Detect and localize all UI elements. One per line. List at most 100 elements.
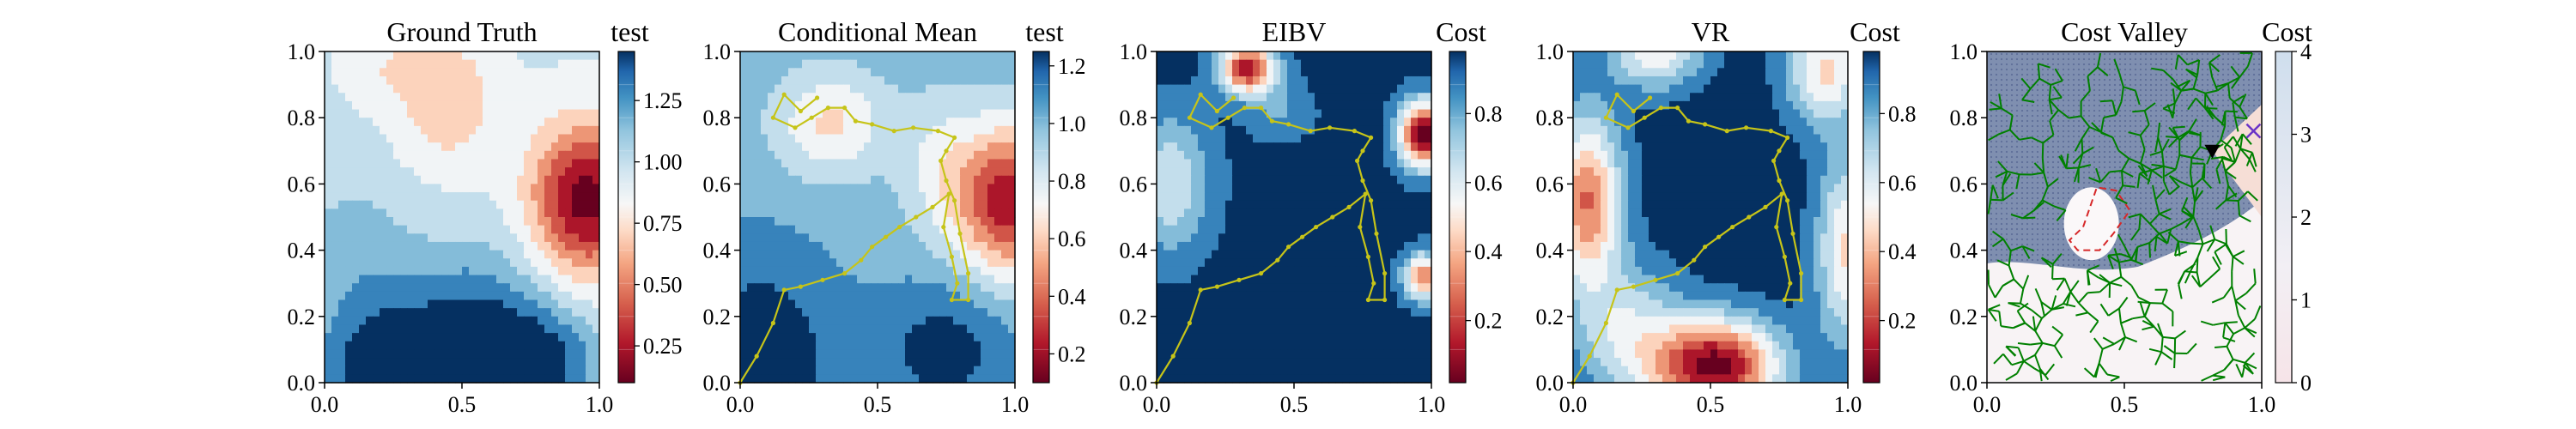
ground-truth-cell xyxy=(510,324,518,334)
eibv-cell xyxy=(1397,192,1405,202)
ground-truth-cell xyxy=(400,349,408,359)
conditional-mean-cell xyxy=(864,84,872,94)
eibv-cell xyxy=(1170,233,1178,243)
ground-truth-cell xyxy=(586,76,593,86)
conditional-mean-cell xyxy=(933,134,940,143)
eibv-cell xyxy=(1198,93,1206,102)
ground-truth-cell xyxy=(407,316,415,326)
conditional-mean-cell xyxy=(761,167,769,177)
eibv-cell xyxy=(1280,150,1288,160)
eibv-cell xyxy=(1335,299,1343,309)
eibv-cell xyxy=(1363,208,1370,218)
conditional-mean-cell xyxy=(905,51,913,61)
conditional-mean-cell xyxy=(836,134,844,143)
conditional-mean-cell xyxy=(775,125,782,136)
ground-truth-cell xyxy=(531,68,538,77)
ground-truth-cell xyxy=(373,51,380,61)
ground-truth-cell xyxy=(352,150,360,160)
ground-truth-cell xyxy=(565,142,573,152)
eibv-cell xyxy=(1170,84,1178,94)
eibv-cell xyxy=(1308,349,1315,359)
conditional-mean-cell xyxy=(802,333,810,342)
eibv-cell xyxy=(1301,192,1309,202)
ground-truth-cell xyxy=(483,93,490,102)
ground-truth-cell xyxy=(380,233,387,243)
eibv-cell xyxy=(1170,217,1178,227)
eibv-cell xyxy=(1184,184,1192,193)
conditional-mean-cell xyxy=(946,142,954,152)
eibv-cell xyxy=(1390,225,1398,234)
conditional-mean-cell xyxy=(871,275,878,284)
conditional-mean-cell xyxy=(946,134,954,143)
conditional-mean-cell xyxy=(871,266,878,276)
conditional-mean-cell xyxy=(926,308,933,317)
ground-truth-cell xyxy=(538,333,545,342)
eibv-cell xyxy=(1225,59,1233,69)
conditional-mean-cell xyxy=(891,192,899,202)
ground-truth-cell xyxy=(476,250,483,259)
conditional-mean-cell xyxy=(905,349,913,359)
eibv-cell xyxy=(1239,299,1247,309)
eibv-cell xyxy=(1425,266,1432,276)
conditional-mean-cell xyxy=(871,76,878,86)
conditional-mean-cell xyxy=(905,200,913,209)
conditional-mean-cell xyxy=(1008,258,1016,268)
ground-truth-cell xyxy=(510,100,518,111)
eibv-cell xyxy=(1170,308,1178,317)
ground-truth-cell xyxy=(380,299,387,309)
eibv-cell xyxy=(1356,118,1364,127)
eibv-cell xyxy=(1390,358,1398,367)
eibv-cell xyxy=(1253,208,1261,218)
conditional-mean-cell xyxy=(878,275,885,284)
eibv-cell xyxy=(1177,167,1185,177)
eibv-cell xyxy=(1212,167,1219,177)
conditional-mean-cell xyxy=(781,68,789,77)
ground-truth-cell xyxy=(462,134,470,143)
eibv-cell xyxy=(1418,299,1425,309)
eibv-cell xyxy=(1260,150,1267,160)
eibv-cell xyxy=(1191,159,1199,168)
conditional-mean-cell xyxy=(788,100,796,111)
ground-truth-cell xyxy=(448,241,456,251)
conditional-mean-cell xyxy=(891,308,899,317)
eibv-cell xyxy=(1198,200,1206,209)
eibv-cell xyxy=(1397,366,1405,375)
ground-truth-cell xyxy=(345,349,353,359)
conditional-mean-cell xyxy=(850,358,858,367)
eibv-cell xyxy=(1308,366,1315,375)
eibv-cell xyxy=(1287,184,1295,193)
conditional-mean-cell xyxy=(768,109,775,118)
conditional-mean-cell xyxy=(843,217,851,227)
conditional-mean-cell xyxy=(802,125,810,136)
ground-truth-cell xyxy=(544,100,552,111)
ground-truth-cell xyxy=(572,308,580,317)
conditional-mean-cell xyxy=(919,59,927,69)
conditional-mean-cell xyxy=(850,142,858,152)
eibv-cell xyxy=(1198,208,1206,218)
eibv-cell xyxy=(1170,324,1178,334)
eibv-cell xyxy=(1356,366,1364,375)
eibv-cell xyxy=(1253,275,1261,284)
conditional-mean-cell xyxy=(981,125,988,136)
conditional-mean-cell xyxy=(878,134,885,143)
ground-truth-cell xyxy=(503,258,511,268)
ground-truth-cell xyxy=(517,184,525,193)
eibv-cell xyxy=(1232,51,1240,61)
ground-truth-cell xyxy=(544,324,552,334)
ground-truth-cell xyxy=(428,225,435,234)
eibv-cell xyxy=(1267,374,1274,384)
conditional-mean-cell xyxy=(1008,283,1016,293)
conditional-mean-cell xyxy=(795,184,803,193)
eibv-cell xyxy=(1246,283,1254,293)
ground-truth-cell xyxy=(331,175,339,184)
conditional-mean-cell xyxy=(994,341,1002,350)
ground-truth-cell xyxy=(421,225,428,234)
eibv-cell xyxy=(1294,76,1302,86)
conditional-mean-cell xyxy=(816,51,823,61)
ground-truth-cell xyxy=(373,217,380,227)
ground-truth-cell xyxy=(441,68,449,77)
eibv-cell xyxy=(1177,250,1185,259)
conditional-mean-cell xyxy=(864,241,872,251)
ground-truth-cell xyxy=(524,200,532,209)
ground-truth-cell xyxy=(428,59,435,69)
